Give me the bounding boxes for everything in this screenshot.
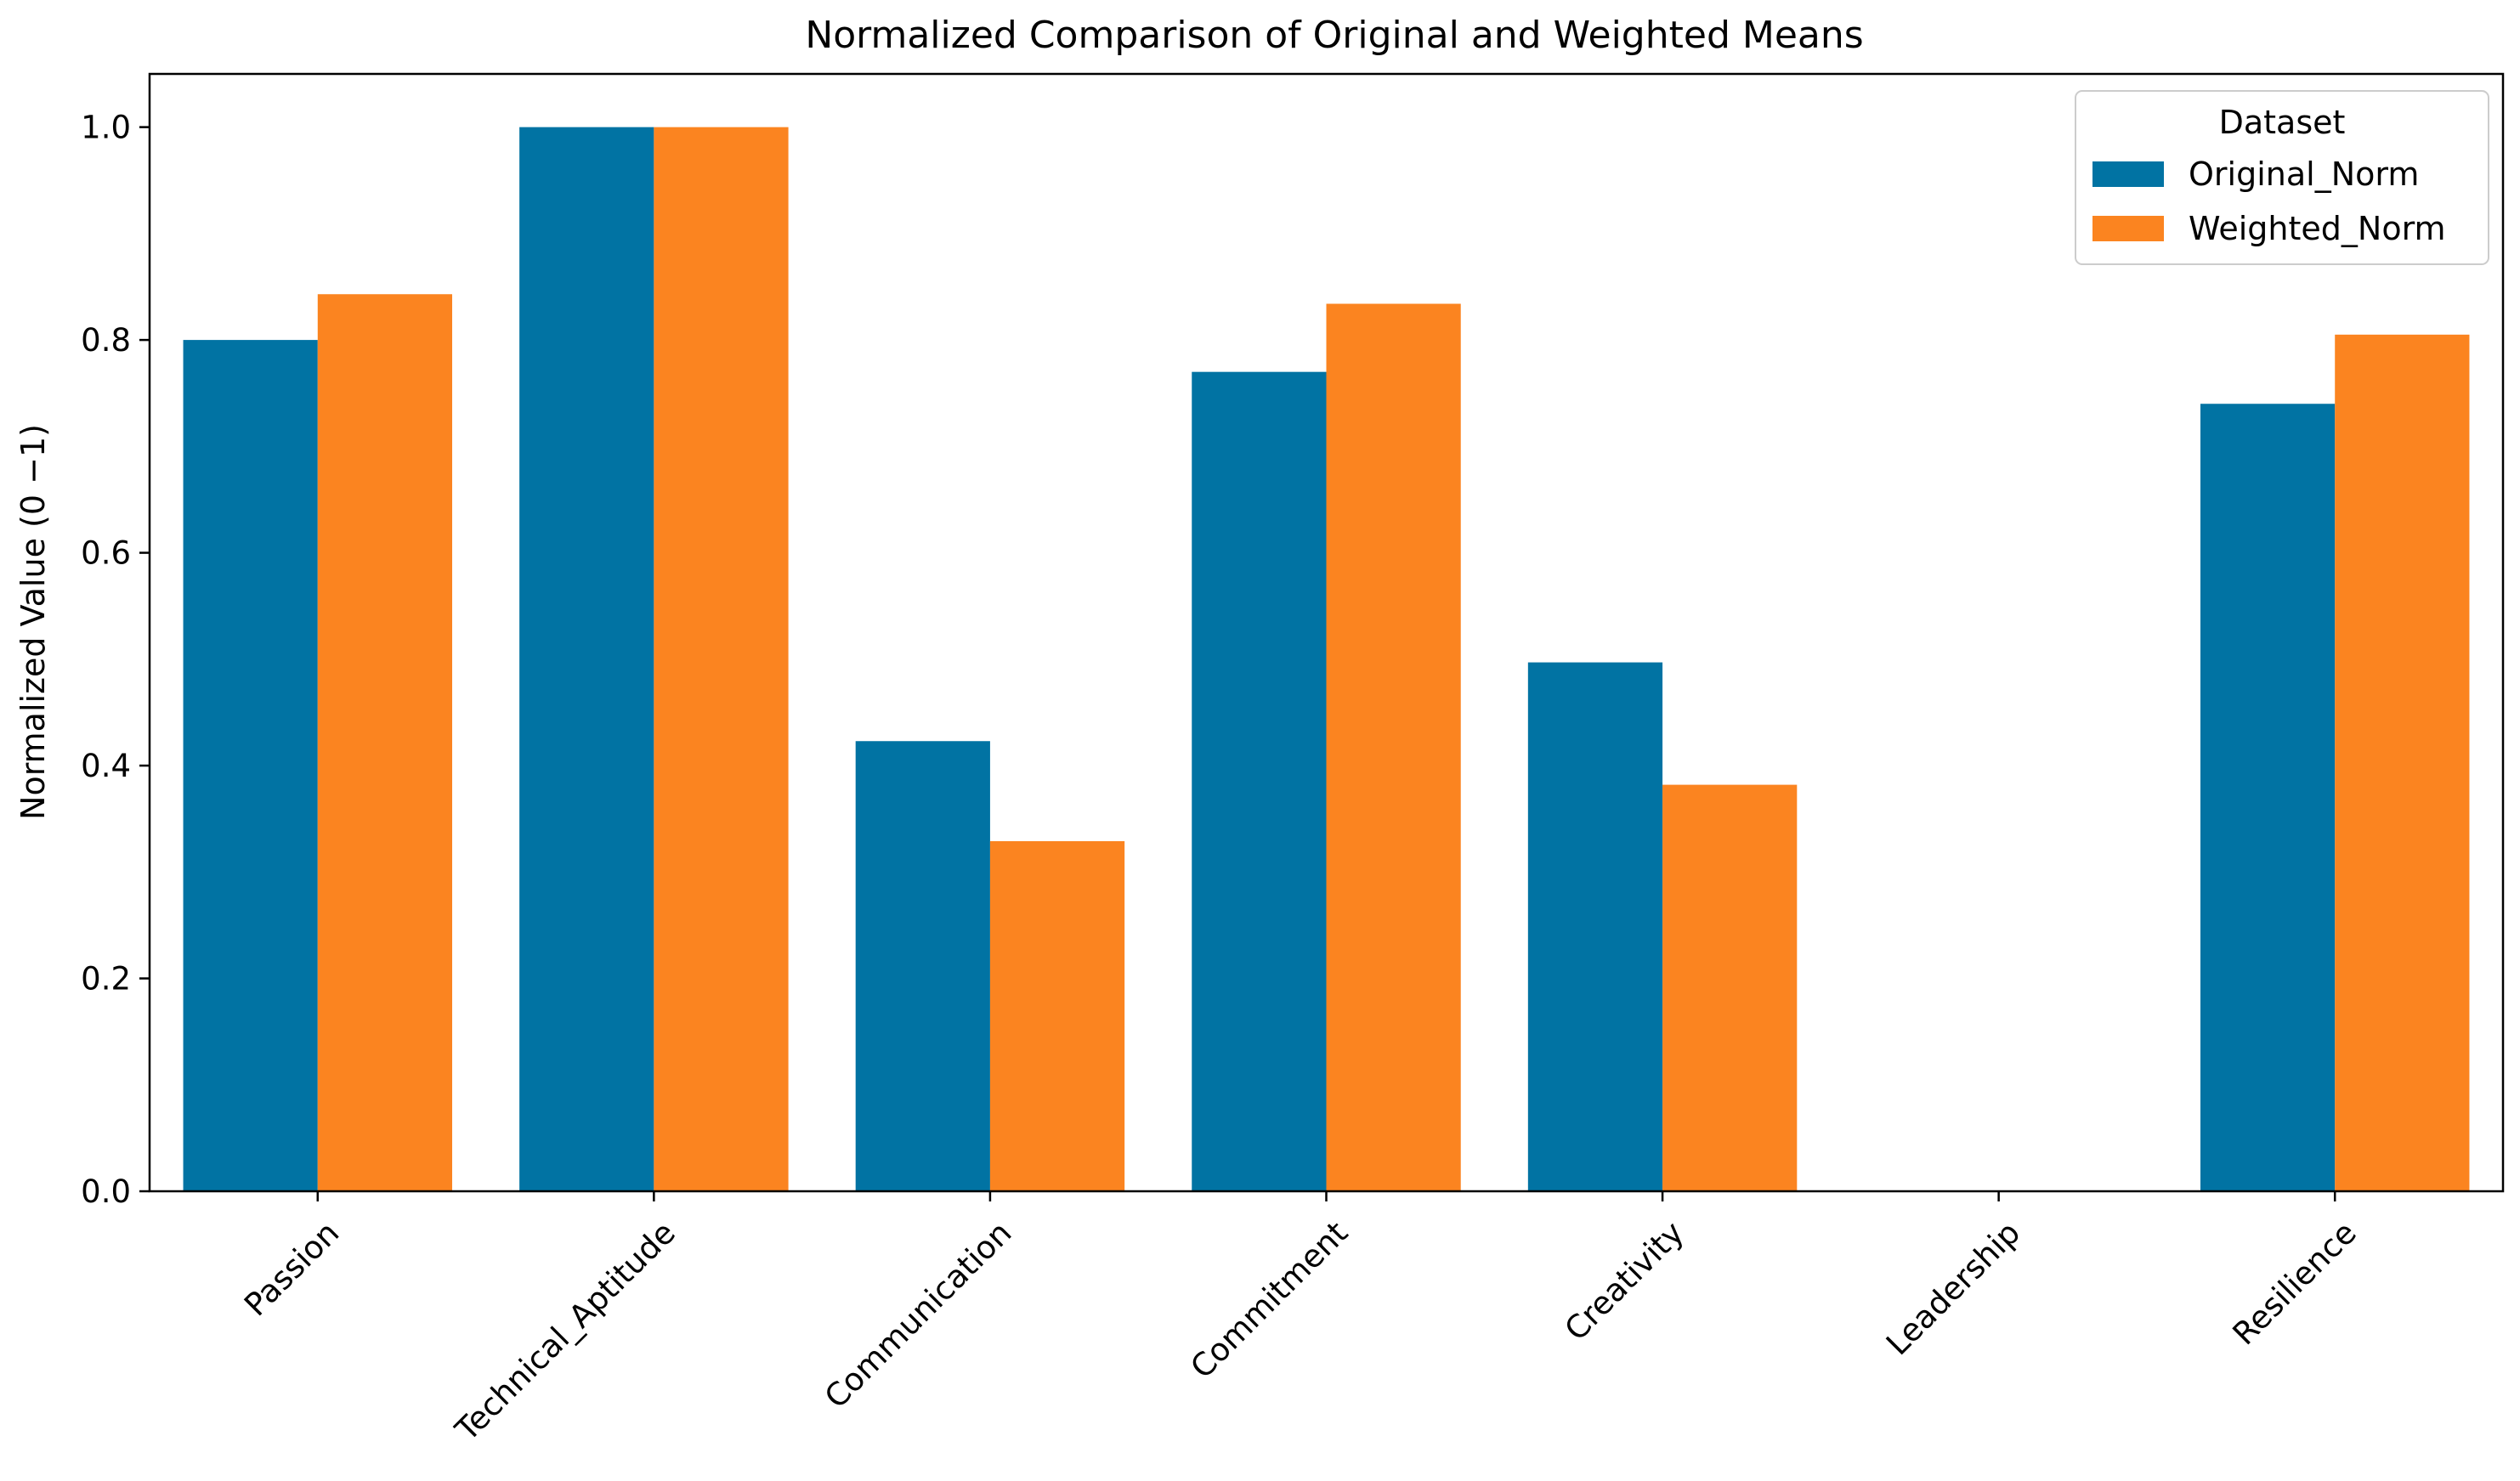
x-tick-label: Commitment [1183, 1214, 1355, 1386]
bar-weighted-norm-communication [989, 840, 1125, 1191]
x-tick-label: Resilience [2226, 1214, 2364, 1352]
chart-title: Normalized Comparison of Original and We… [805, 14, 1863, 57]
bar-weighted-norm-resilience [2335, 334, 2470, 1192]
y-tick-label: 1.0 [81, 110, 131, 146]
bar-original-norm-resilience [2200, 404, 2336, 1191]
bar-weighted-norm-technical-aptitude [654, 127, 789, 1191]
legend-label: Original_Norm [2189, 155, 2419, 193]
legend-label: Weighted_Norm [2189, 210, 2446, 247]
y-tick-label: 0.8 [81, 322, 131, 359]
bar-weighted-norm-creativity [1662, 784, 1798, 1191]
x-tick-label: Leadership [1879, 1214, 2027, 1362]
bar-original-norm-passion [183, 340, 318, 1192]
legend: Dataset Original_Norm Weighted_Norm [2075, 90, 2489, 265]
bar-original-norm-communication [855, 741, 990, 1191]
x-tick-label: Technical_Aptitude [448, 1214, 682, 1449]
legend-frame [2075, 90, 2489, 265]
x-tick-label: Communication [818, 1214, 1019, 1416]
legend-swatch [2092, 216, 2164, 241]
bar-original-norm-commitment [1192, 371, 1327, 1191]
x-tick-label: Passion [237, 1214, 346, 1323]
x-tick-label: Creativity [1558, 1214, 1691, 1348]
legend-title: Dataset [2219, 104, 2346, 141]
bars-layer [183, 127, 2470, 1192]
y-tick-label: 0.6 [81, 535, 131, 572]
y-tick-label: 0.0 [81, 1173, 131, 1210]
y-axis-label: Normalized Value (0 −1) [14, 424, 52, 820]
bar-weighted-norm-commitment [1326, 303, 1461, 1191]
y-tick-label: 0.2 [81, 961, 131, 998]
bar-original-norm-technical-aptitude [519, 127, 654, 1191]
bar-weighted-norm-passion [317, 294, 453, 1191]
y-tick-label: 0.4 [81, 748, 131, 784]
legend-swatch [2092, 161, 2164, 187]
bar-original-norm-creativity [1527, 662, 1663, 1191]
